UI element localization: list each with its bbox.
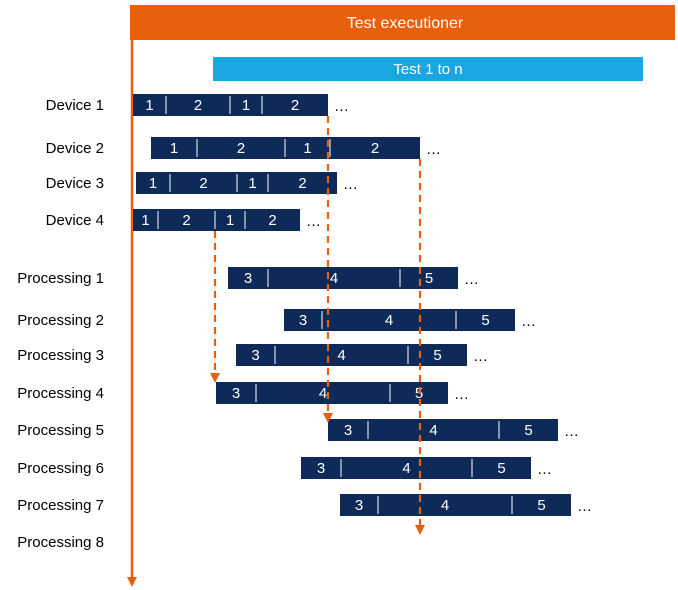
row-labels: Device 1 Device 2 Device 3 Device 4 Processi… <box>17 97 104 551</box>
bar-6-segment-2: 4 <box>385 312 393 329</box>
bar-2-segment-1: 1 <box>170 140 178 157</box>
bar-1-segment-4: 2 <box>291 97 299 114</box>
row-label-6: Processing 2 <box>17 312 104 329</box>
bar-9-ellipsis: … <box>564 423 579 440</box>
bar-2-ellipsis: … <box>426 141 441 158</box>
row-label-5: Processing 1 <box>17 270 104 287</box>
bar-7 <box>236 344 467 366</box>
bar-10-ellipsis: … <box>537 461 552 478</box>
bar-7-segment-2: 4 <box>337 347 345 364</box>
bar-5-ellipsis: … <box>464 271 479 288</box>
bar-8-segment-2: 4 <box>319 385 327 402</box>
bar-9-segment-2: 4 <box>429 422 437 439</box>
row-label-11: Processing 7 <box>17 497 104 514</box>
bar-8-segment-1: 3 <box>232 385 240 402</box>
bar-9-segment-3: 5 <box>524 422 532 439</box>
bar-8 <box>216 382 448 404</box>
bar-6-segment-3: 5 <box>481 312 489 329</box>
bar-7-segment-1: 3 <box>251 347 259 364</box>
bar-2-segment-2: 2 <box>237 140 245 157</box>
bar-4-ellipsis: … <box>306 213 321 230</box>
bar-4-segment-2: 2 <box>182 212 190 229</box>
bar-10-segment-2: 4 <box>402 460 410 477</box>
test-executioner-label: Test executioner <box>347 15 464 32</box>
bar-9-segment-1: 3 <box>344 422 352 439</box>
bar-3-segment-4: 2 <box>298 175 306 192</box>
row-label-9: Processing 5 <box>17 422 104 439</box>
bar-1-segment-3: 1 <box>242 97 250 114</box>
bar-11 <box>340 494 571 516</box>
bar-6 <box>284 309 515 331</box>
bar-1-segment-2: 2 <box>194 97 202 114</box>
row-label-10: Processing 6 <box>17 460 104 477</box>
bar-5-segment-2: 4 <box>330 270 338 287</box>
bar-8-ellipsis: … <box>454 386 469 403</box>
bar-4-segment-3: 1 <box>226 212 234 229</box>
bar-10-segment-3: 5 <box>497 460 505 477</box>
bar-3-segment-2: 2 <box>199 175 207 192</box>
bar-5-segment-3: 5 <box>425 270 433 287</box>
bar-4-segment-4: 2 <box>268 212 276 229</box>
bar-7-ellipsis: … <box>473 348 488 365</box>
row-label-12: Processing 8 <box>17 534 104 551</box>
row-label-7: Processing 3 <box>17 347 104 364</box>
bar-3-ellipsis: … <box>343 176 358 193</box>
bar-3-segment-3: 1 <box>248 175 256 192</box>
bar-11-segment-3: 5 <box>537 497 545 514</box>
dependency-arrows <box>210 116 425 535</box>
bar-6-ellipsis: … <box>521 313 536 330</box>
bar-7-segment-3: 5 <box>433 347 441 364</box>
row-label-8: Processing 4 <box>17 385 104 402</box>
bar-11-segment-1: 3 <box>355 497 363 514</box>
bar-1-ellipsis: … <box>334 98 349 115</box>
bar-11-ellipsis: … <box>577 498 592 515</box>
bar-9 <box>328 419 558 441</box>
row-label-3: Device 3 <box>46 175 104 192</box>
bar-11-segment-2: 4 <box>441 497 449 514</box>
bar-4-segment-1: 1 <box>141 212 149 229</box>
bar-3-segment-1: 1 <box>149 175 157 192</box>
row-label-1: Device 1 <box>46 97 104 114</box>
bar-1-segment-1: 1 <box>145 97 153 114</box>
bar-2-segment-4: 2 <box>371 140 379 157</box>
row-label-4: Device 4 <box>46 212 104 229</box>
row-label-2: Device 2 <box>46 140 104 157</box>
bar-5-segment-1: 3 <box>244 270 252 287</box>
bar-5 <box>228 267 458 289</box>
bars: 1 2 1 2 … 1 2 1 2 … 1 2 1 2 … 1 2 1 2 … 3 4 5 … 3 4 5 … 3 4 5 … 3 4 5 … 3 4 5 …… <box>133 94 592 516</box>
bar-6-segment-1: 3 <box>299 312 307 329</box>
bar-10-segment-1: 3 <box>317 460 325 477</box>
bar-2-segment-3: 1 <box>303 140 311 157</box>
test-range-label: Test 1 to n <box>393 61 462 78</box>
test-executioner-bar <box>130 5 675 40</box>
test-range-bar <box>213 57 643 81</box>
bar-4 <box>133 209 300 231</box>
bar-10 <box>301 457 531 479</box>
